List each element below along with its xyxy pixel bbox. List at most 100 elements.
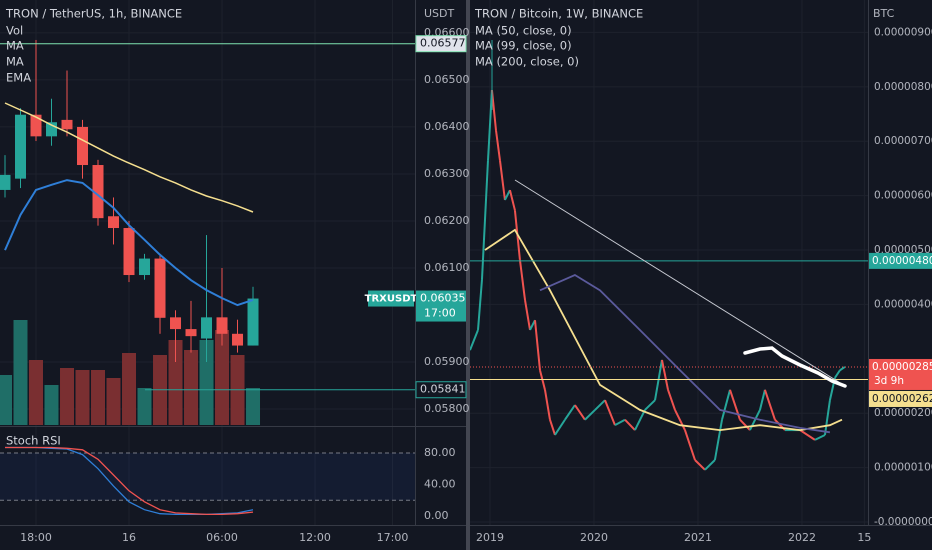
price-segment (814, 434, 826, 441)
candle-body (92, 165, 104, 219)
price-label: 0.05841 (420, 383, 466, 396)
volume-bar (29, 360, 44, 425)
axis-unit: BTC (873, 7, 895, 20)
volume-bar (122, 353, 137, 425)
price-segment (477, 279, 483, 331)
volume-bar (184, 350, 199, 425)
candle-body (185, 329, 197, 337)
candle-body (139, 258, 151, 276)
candle-body (170, 317, 182, 330)
y-tick-label: 0.00000900 (874, 26, 932, 38)
price-segment (823, 400, 831, 436)
price-segment (543, 389, 551, 420)
x-tick-label: 18:00 (20, 531, 52, 544)
x-tick-label: 2020 (580, 531, 608, 544)
price-segment (684, 429, 696, 461)
volume-bar (106, 378, 121, 425)
chart-title: TRON / Bitcoin, 1W, BINANCE (474, 7, 643, 21)
axis-unit: USDT (424, 7, 455, 20)
volume-bar (75, 370, 90, 425)
brush-drawing (743, 346, 847, 388)
price-segment (486, 90, 493, 161)
last-price-label: 0.06035 (420, 292, 466, 305)
candle-body (77, 126, 89, 166)
price-segment (480, 160, 489, 280)
price-segment (604, 399, 616, 426)
indicator-label: Vol (6, 24, 23, 38)
y-tick-label: 0.00 (424, 509, 449, 522)
price-label-box (869, 358, 932, 390)
price-segment (721, 389, 731, 420)
price-segment (549, 419, 556, 436)
x-tick-label: 06:00 (206, 531, 238, 544)
candle-body (61, 119, 73, 130)
candle-body (30, 114, 42, 137)
volume-bar (60, 368, 75, 425)
countdown-label: 17:00 (424, 307, 456, 320)
price-segment (524, 299, 531, 331)
price-segment (614, 418, 626, 427)
volume-bar (137, 388, 152, 425)
price-segment (674, 409, 686, 431)
symbol-label: TRXUSDT (365, 294, 418, 305)
symbol-label-box (368, 290, 414, 307)
price-label: 0.06577 (420, 37, 466, 50)
price-segment (594, 399, 606, 411)
y-tick-label: 0.05900 (424, 355, 470, 368)
indicator-label: MA (6, 55, 24, 69)
candle-body (216, 317, 228, 334)
volume-bar (215, 330, 230, 425)
last-price-box (416, 290, 466, 322)
price-segment (763, 389, 776, 421)
indicator-label: MA (50, close, 0) (475, 24, 572, 38)
indicator-label: Stoch RSI (6, 434, 61, 448)
indicator-label: MA (99, close, 0) (475, 39, 572, 53)
candle-body (0, 174, 11, 190)
stoch-d-line (5, 446, 254, 516)
stoch-band (0, 452, 415, 501)
x-tick-label: 15 (857, 531, 871, 544)
price-segment (504, 189, 511, 201)
price-label-box (415, 381, 467, 399)
volume-bar (246, 388, 261, 425)
price-segment (554, 419, 566, 436)
panel-divider (466, 0, 470, 550)
price-segment (739, 419, 751, 431)
y-tick-label: 80.00 (424, 446, 456, 459)
candle-body (123, 228, 135, 276)
chart-title: TRON / TetherUS, 1h, BINANCE (5, 7, 182, 21)
price-segment (534, 320, 541, 371)
ma-line (539, 273, 831, 434)
x-tick-label: 12:00 (299, 531, 331, 544)
indicator-label: MA (6, 39, 24, 53)
price-label: 0.00000262 (872, 393, 932, 405)
price-segment (574, 404, 586, 421)
y-tick-label: 0.06400 (424, 120, 470, 133)
price-segment (539, 369, 546, 391)
price-segment (495, 130, 501, 161)
volume-bar (44, 385, 59, 425)
y-tick-label: 40.00 (424, 477, 456, 490)
candle-body (201, 317, 213, 339)
price-label: 0.00000285 (872, 361, 932, 373)
price-segment (694, 459, 706, 471)
candle-body (15, 114, 27, 179)
price-segment (584, 409, 596, 421)
y-tick-label: 0.06300 (424, 167, 470, 180)
price-segment (713, 419, 723, 461)
marks (0, 39, 868, 516)
y-tick-label: 0.06500 (424, 73, 470, 86)
x-tick-label: 16 (122, 531, 136, 544)
indicator-label: EMA (6, 71, 31, 85)
price-segment (667, 389, 676, 411)
y-tick-label: 0.00000400 (874, 298, 932, 310)
price-label-box (869, 252, 932, 269)
price-segment (634, 409, 646, 431)
price-segment (518, 259, 527, 301)
labels: TRON / TetherUS, 1h, BINANCE Vol MA MA E… (5, 7, 895, 448)
candle-body (232, 333, 244, 346)
volume-bar (13, 320, 28, 425)
candle-body (154, 258, 166, 318)
price-segment (644, 399, 656, 411)
